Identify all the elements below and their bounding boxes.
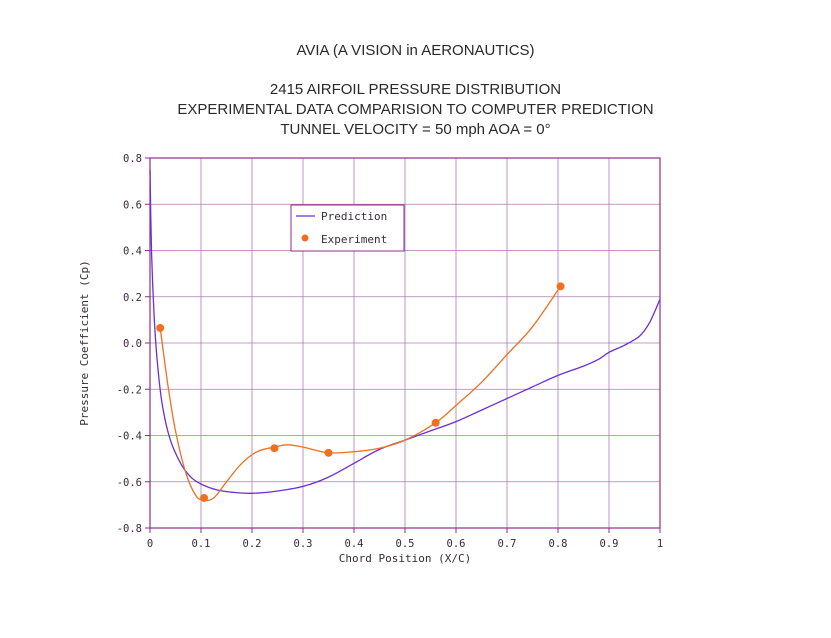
x-axis-ticks: 0 0.1 0.2 0.3 0.4 0.5 0.6 0.7 0.8 0.9 1 bbox=[147, 528, 663, 550]
legend: Prediction Experiment bbox=[290, 204, 405, 252]
x-tick-label: 0.1 bbox=[192, 538, 211, 550]
chart-title-line-2: EXPERIMENTAL DATA COMPARISION TO COMPUTE… bbox=[177, 101, 654, 118]
experiment-point bbox=[431, 418, 440, 427]
x-tick-label: 0 bbox=[147, 538, 153, 550]
x-tick-label: 0.4 bbox=[345, 538, 364, 550]
x-tick-label: 0.6 bbox=[447, 538, 466, 550]
x-axis-label: Chord Position (X/C) bbox=[339, 552, 471, 565]
grid-lines bbox=[150, 158, 660, 528]
y-tick-label: 0.0 bbox=[123, 338, 142, 350]
experiment-point bbox=[556, 282, 565, 291]
y-axis-label: Pressure Coefficient (Cp) bbox=[78, 260, 91, 426]
y-axis-ticks: 0.8 0.6 0.4 0.2 0.0 -0.2 -0.4 -0.6 -0.8 bbox=[117, 153, 150, 535]
chart-title-line-3: TUNNEL VELOCITY = 50 mph AOA = 0° bbox=[280, 121, 551, 138]
y-tick-label: -0.2 bbox=[117, 384, 142, 396]
y-tick-label: -0.4 bbox=[117, 431, 142, 443]
y-tick-label: 0.4 bbox=[123, 246, 142, 258]
series-layer bbox=[149, 169, 661, 502]
experiment-point bbox=[324, 448, 333, 457]
legend-box bbox=[290, 204, 405, 252]
legend-experiment-swatch bbox=[301, 234, 309, 242]
x-tick-label: 0.7 bbox=[498, 538, 517, 550]
legend-experiment-label: Experiment bbox=[321, 233, 387, 246]
y-tick-label: 0.2 bbox=[123, 292, 142, 304]
experiment-point bbox=[200, 493, 209, 502]
prediction-line bbox=[149, 169, 661, 494]
experiment-point bbox=[270, 444, 279, 453]
experiment-point bbox=[156, 323, 165, 332]
x-tick-label: 0.2 bbox=[243, 538, 262, 550]
page-title: AVIA (A VISION in AERONAUTICS) bbox=[296, 42, 535, 59]
legend-prediction-label: Prediction bbox=[321, 210, 387, 223]
y-tick-label: 0.8 bbox=[123, 153, 142, 165]
chart-title-line-1: 2415 AIRFOIL PRESSURE DISTRIBUTION bbox=[269, 81, 562, 98]
x-tick-label: 1 bbox=[657, 538, 663, 550]
x-tick-label: 0.9 bbox=[600, 538, 619, 550]
y-tick-label: -0.8 bbox=[117, 523, 142, 535]
x-tick-label: 0.8 bbox=[549, 538, 568, 550]
experiment-fit-line bbox=[159, 285, 562, 502]
x-tick-label: 0.5 bbox=[396, 538, 415, 550]
x-tick-label: 0.3 bbox=[294, 538, 313, 550]
y-tick-label: -0.6 bbox=[117, 477, 142, 489]
y-tick-label: 0.6 bbox=[123, 199, 142, 211]
